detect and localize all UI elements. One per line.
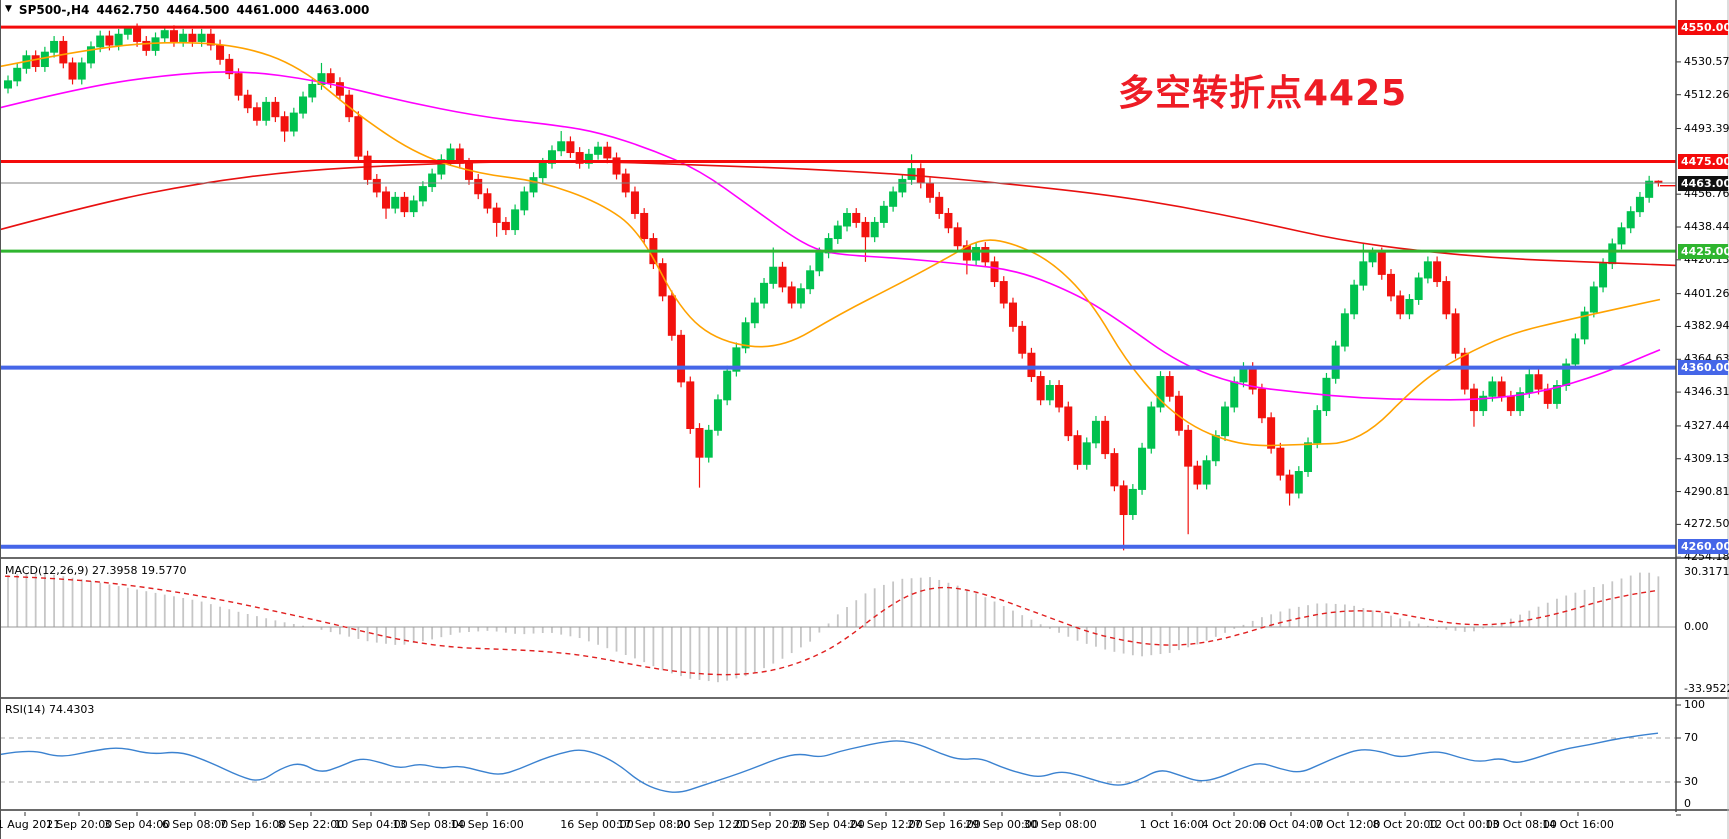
rsi-scale-label: 0 <box>1684 797 1691 810</box>
macd-panel <box>0 572 1676 683</box>
chart-title-bar: ▼ SP500-,H4 4462.750 4464.500 4461.000 4… <box>5 3 369 17</box>
time-axis-label: 30 Sep 08:00 <box>1023 818 1097 831</box>
price-badge: 4475.000 <box>1678 153 1729 169</box>
time-axis-label: 24 Sep 12:00 <box>849 818 923 831</box>
macd-scale-max: 30.3171 <box>1684 564 1729 578</box>
ohlc-close: 4463.000 <box>306 3 370 17</box>
down-triangle-icon[interactable]: ▼ <box>5 4 12 14</box>
ma-fast-orange <box>0 41 1661 447</box>
price-axis-tick: 4382.945 <box>1684 319 1729 333</box>
price-axis-tick: 4290.815 <box>1684 484 1729 498</box>
time-axis-label: 8 Sep 22:00 <box>277 818 345 831</box>
ohlc-low: 4461.000 <box>236 3 300 17</box>
rsi-panel <box>0 732 1676 793</box>
time-axis-label: 7 Oct 12:00 <box>1315 818 1381 831</box>
price-axis-tick: 4327.445 <box>1684 418 1729 432</box>
time-axis-label: 3 Sep 04:00 <box>103 818 171 831</box>
rsi-scale-label: 100 <box>1684 698 1705 711</box>
time-axis-label: 10 Sep 04:00 <box>334 818 408 831</box>
price-axis-tick: 4272.500 <box>1684 517 1729 531</box>
rsi-indicator-label: RSI(14) 74.4303 <box>5 703 95 716</box>
price-axis-tick: 4530.575 <box>1684 54 1729 68</box>
time-axis-label: 14 Oct 16:00 <box>1542 818 1614 831</box>
time-axis-label: 20 Sep 12:00 <box>676 818 750 831</box>
time-axis-label: 14 Sep 16:00 <box>450 818 524 831</box>
time-axis-label: 13 Sep 08:00 <box>392 818 466 831</box>
time-axis-label: 4 Oct 20:00 <box>1201 818 1267 831</box>
rsi-line <box>0 732 1659 793</box>
time-axis-label: 6 Sep 08:00 <box>161 818 229 831</box>
ohlc-high: 4464.500 <box>166 3 230 17</box>
time-axis-label: 31 Aug 2021 <box>0 818 61 831</box>
time-axis-label: 7 Sep 16:00 <box>219 818 287 831</box>
price-badge: 4550.000 <box>1678 19 1729 35</box>
price-badge: 4360.000 <box>1678 360 1729 376</box>
price-axis-tick: 4309.130 <box>1684 451 1729 465</box>
macd-scale-min: -33.9522 <box>1684 681 1729 695</box>
rsi-scale-label: 70 <box>1684 731 1698 744</box>
price-axis-tick: 4438.445 <box>1684 220 1729 233</box>
price-axis-tick: 4493.390 <box>1684 121 1729 135</box>
time-axis-label: 23 Sep 04:00 <box>791 818 865 831</box>
rsi-scale-label: 30 <box>1684 775 1698 788</box>
chart-text-annotation[interactable]: 多空转折点4425 <box>1118 73 1408 114</box>
price-axis-tick: 4401.260 <box>1684 286 1729 300</box>
time-axis-label: 27 Sep 16:00 <box>907 818 981 831</box>
time-axis-label: 13 Oct 08:00 <box>1485 818 1557 831</box>
price-axis-tick: 4346.315 <box>1684 385 1729 399</box>
ohlc-open: 4462.750 <box>96 3 160 17</box>
candles <box>4 23 1663 551</box>
time-axis-label: 8 Oct 20:00 <box>1372 818 1438 831</box>
ma-slow-magenta <box>0 71 1661 401</box>
macd-signal-line <box>4 575 1656 676</box>
macd-scale-zero: 0.00 <box>1684 620 1709 633</box>
macd-indicator-label: MACD(12,26,9) 27.3958 19.5770 <box>5 564 187 577</box>
symbol-period-label: SP500-,H4 <box>18 3 90 17</box>
time-axis-label: 12 Oct 00:00 <box>1428 818 1500 831</box>
time-axis-label: 6 Oct 04:00 <box>1258 818 1324 831</box>
price-axis-tick: 4512.260 <box>1684 87 1729 101</box>
time-axis-label: 1 Oct 16:00 <box>1139 818 1205 831</box>
time-axis-label: 29 Sep 00:00 <box>965 818 1039 831</box>
time-axis-label: 17 Sep 08:00 <box>617 818 691 831</box>
time-axis-label: 21 Sep 20:00 <box>733 818 807 831</box>
time-axis-label: 1 Sep 20:00 <box>45 818 113 831</box>
price-badge: 4425.000 <box>1678 243 1729 259</box>
price-badge: 4260.000 <box>1678 539 1729 555</box>
price-badge: 4463.000 <box>1678 175 1729 191</box>
ma-long-red <box>0 160 1677 267</box>
time-axis-label: 16 Sep 00:00 <box>560 818 634 831</box>
